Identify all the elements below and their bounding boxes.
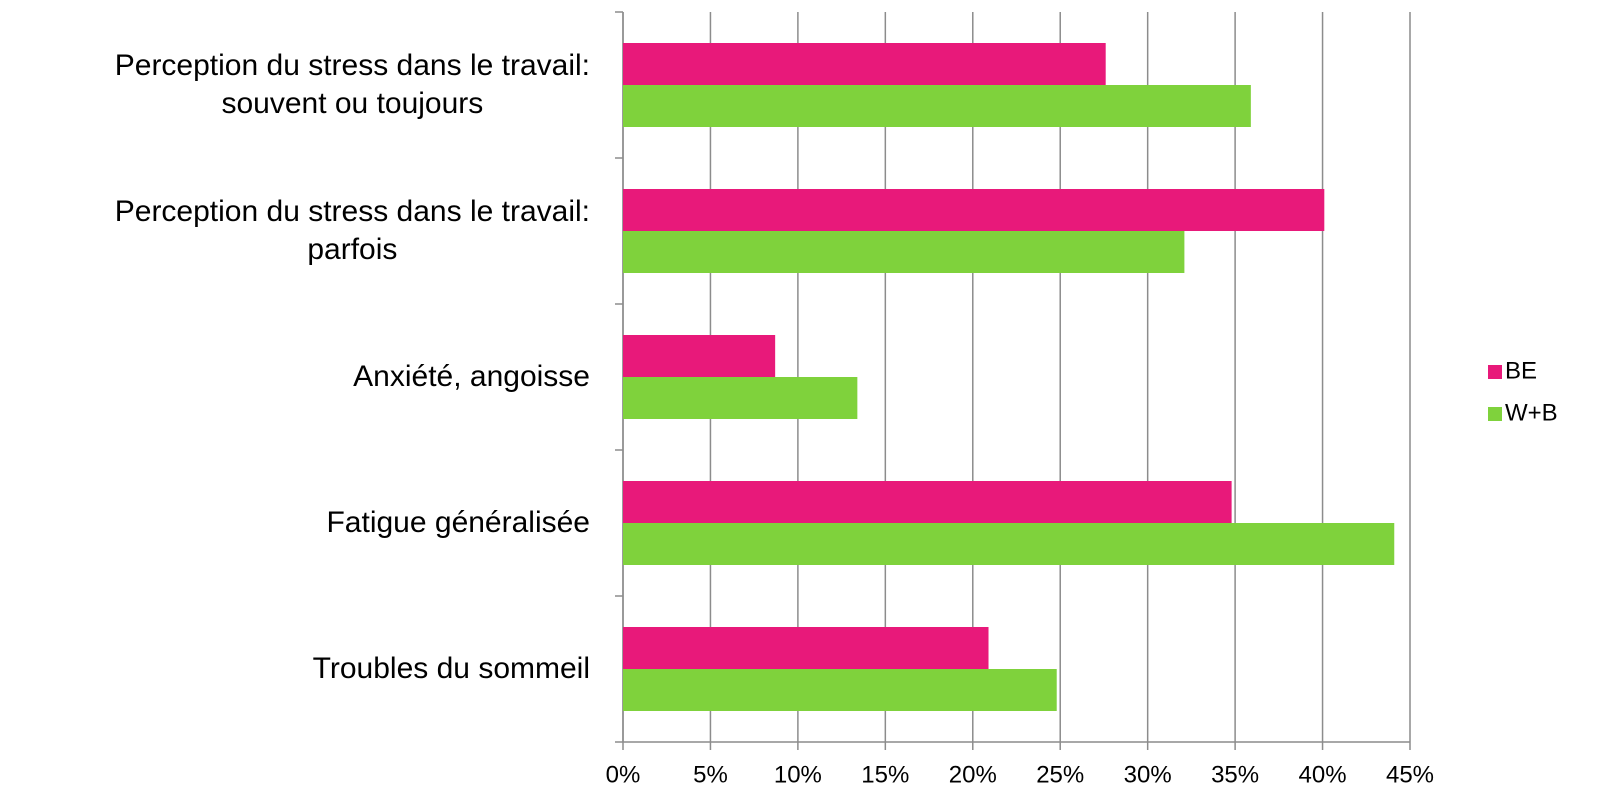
legend-swatch	[1488, 407, 1502, 421]
x-tick-label: 20%	[949, 761, 997, 788]
bar	[623, 231, 1185, 273]
x-tick-label: 15%	[861, 761, 909, 788]
legend-label: W+B	[1505, 399, 1558, 426]
x-tick-label: 30%	[1124, 761, 1172, 788]
bar	[623, 335, 776, 377]
bar	[623, 189, 1325, 231]
y-tick-label: Perception du stress dans le travail: pa…	[114, 195, 590, 266]
bar	[623, 481, 1232, 523]
legend-label: BE	[1505, 357, 1537, 384]
bar	[623, 377, 858, 419]
x-tick-label: 5%	[693, 761, 728, 788]
bar	[623, 669, 1057, 711]
bar	[623, 523, 1395, 565]
bar	[623, 627, 989, 669]
x-tick-label: 40%	[1299, 761, 1347, 788]
bar	[623, 85, 1251, 127]
x-tick-label: 10%	[774, 761, 822, 788]
x-tick-label: 25%	[1036, 761, 1084, 788]
x-tick-label: 45%	[1386, 761, 1434, 788]
y-tick-label: Fatigue généralisée	[326, 506, 590, 539]
legend-swatch	[1488, 365, 1502, 379]
y-tick-label: Troubles du sommeil	[312, 652, 590, 685]
y-tick-label: Perception du stress dans le travail: so…	[114, 49, 590, 120]
x-tick-label: 35%	[1211, 761, 1259, 788]
y-tick-label: Anxiété, angoisse	[353, 360, 590, 393]
bar	[623, 43, 1106, 85]
x-tick-label: 0%	[606, 761, 641, 788]
